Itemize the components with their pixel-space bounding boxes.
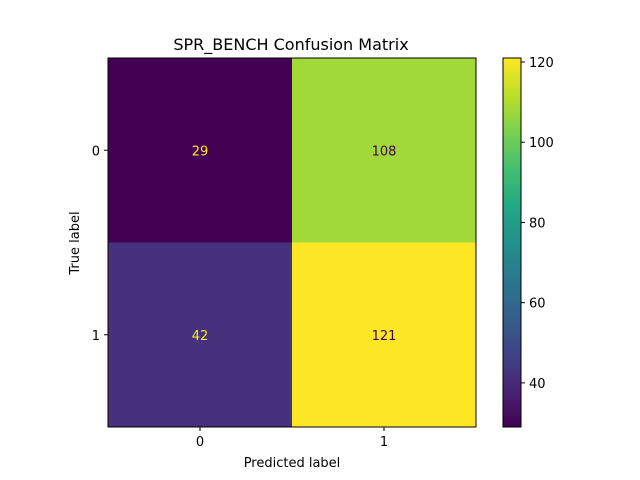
matrix-cell — [108, 242, 292, 427]
x-axis-label: Predicted label — [244, 456, 341, 471]
colorbar-tick-label: 80 — [529, 216, 546, 231]
matrix-cell-labels: 29 108 42 121 — [192, 144, 397, 344]
colorbar-tick-label: 60 — [529, 297, 546, 312]
y-axis-ticks: 01 — [92, 144, 108, 344]
colorbar-tick-label: 120 — [529, 56, 554, 71]
matrix-cell — [108, 58, 292, 243]
colorbar-ticks: 40 60 80 100 120 — [521, 56, 554, 392]
y-tick-label: 0 — [92, 144, 100, 159]
chart-title: SPR_BENCH Confusion Matrix — [173, 35, 408, 55]
x-tick-label: 0 — [196, 435, 204, 450]
cell-value-label: 121 — [372, 329, 397, 344]
matrix-cell — [292, 58, 476, 243]
y-axis-label: True label — [68, 211, 83, 275]
matrix-cell — [292, 242, 476, 427]
x-tick-label: 1 — [380, 435, 388, 450]
colorbar — [502, 57, 522, 428]
cell-value-label: 42 — [192, 329, 209, 344]
cell-value-label: 108 — [372, 144, 397, 159]
cell-value-label: 29 — [192, 144, 209, 159]
colorbar-tick-label: 100 — [529, 136, 554, 151]
matrix-cells — [108, 58, 476, 427]
colorbar-tick-label: 40 — [529, 377, 546, 392]
plot-frame — [107, 57, 477, 428]
y-tick-label: 1 — [92, 329, 100, 344]
